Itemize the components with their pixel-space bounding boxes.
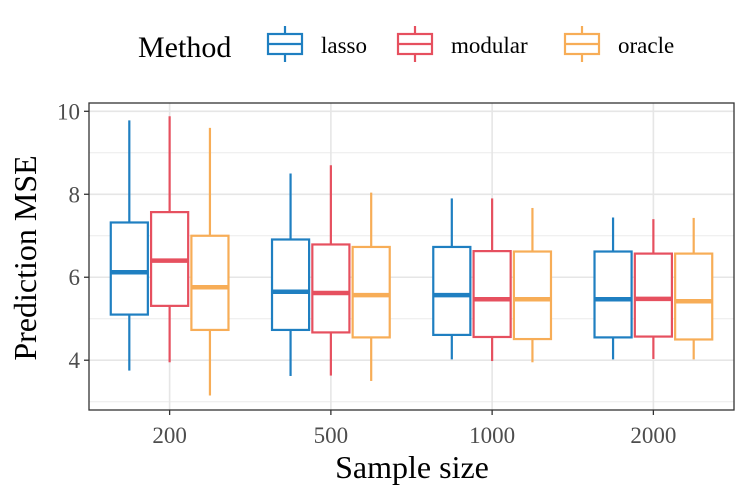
- legend-label: oracle: [618, 33, 674, 58]
- box-body: [674, 252, 714, 341]
- box-lasso-500: [270, 173, 311, 376]
- box-body: [270, 238, 311, 332]
- box-body: [633, 252, 674, 338]
- panel-border: [88, 102, 735, 411]
- box-body: [351, 245, 391, 339]
- y-tick-label: 4: [69, 348, 81, 373]
- y-axis: 4 6 8 10: [57, 99, 89, 373]
- box-lasso-2000: [593, 217, 633, 360]
- box-oracle-1000: [512, 207, 553, 363]
- legend-entries: lasso modular oracle: [266, 26, 674, 62]
- series-modular: [149, 116, 674, 376]
- legend: Method lasso modular oracle: [138, 26, 674, 64]
- box-modular-1000: [472, 198, 512, 362]
- x-tick-label: 200: [152, 423, 187, 448]
- legend-label: lasso: [321, 33, 367, 58]
- box-oracle-500: [351, 192, 391, 381]
- box-body: [190, 234, 230, 332]
- box-oracle-2000: [674, 217, 714, 360]
- x-tick-label: 1000: [469, 423, 515, 448]
- series-lasso: [109, 120, 633, 376]
- plot-panel: [88, 102, 735, 411]
- y-tick-label: 6: [69, 265, 81, 290]
- legend-entry-lasso: lasso: [266, 26, 367, 62]
- legend-label: modular: [451, 33, 528, 58]
- box-body: [109, 221, 149, 316]
- x-axis-title: Sample size: [335, 449, 489, 485]
- x-axis: 200 500 1000 2000: [152, 410, 676, 448]
- box-body: [472, 250, 512, 339]
- box-body: [311, 243, 351, 334]
- y-tick-label: 8: [69, 182, 81, 207]
- box-modular-200: [149, 116, 190, 363]
- box-lasso-200: [109, 120, 149, 371]
- box-modular-2000: [633, 219, 674, 359]
- box-body: [593, 250, 633, 339]
- box-series: [109, 116, 714, 396]
- x-tick-label: 2000: [630, 423, 676, 448]
- x-tick-label: 500: [314, 423, 349, 448]
- box-body: [432, 245, 472, 337]
- box-lasso-1000: [432, 198, 472, 360]
- series-oracle: [190, 127, 714, 396]
- y-axis-title: Prediction MSE: [7, 155, 43, 360]
- box-oracle-200: [190, 127, 230, 396]
- legend-entry-oracle: oracle: [563, 26, 674, 62]
- box-modular-500: [311, 165, 351, 376]
- box-body: [512, 250, 553, 341]
- y-tick-label: 10: [57, 99, 80, 124]
- legend-entry-modular: modular: [396, 26, 528, 62]
- legend-title: Method: [138, 31, 231, 64]
